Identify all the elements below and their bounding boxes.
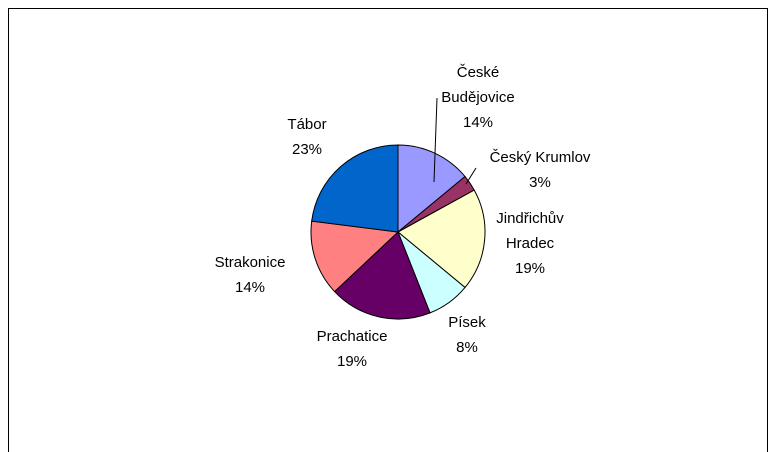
slice-label: Tábor 23% (267, 112, 347, 162)
category-label: Tábor (287, 116, 327, 133)
slice-label: Prachatice 19% (302, 324, 402, 374)
leader-line (465, 167, 477, 185)
category-label: Strakonice (214, 254, 286, 271)
category-label: České Budějovice (441, 64, 515, 106)
slice-label: Český Krumlov 3% (470, 145, 610, 195)
category-label: Písek (448, 314, 486, 331)
pie (310, 144, 486, 320)
chart-border (8, 8, 768, 452)
pie-slice (311, 144, 399, 233)
value-label: 8% (456, 339, 478, 356)
leader-line (433, 97, 438, 183)
pie-slice (310, 220, 400, 293)
slice-label: Písek 8% (427, 310, 507, 360)
value-label: 14% (462, 114, 494, 131)
value-label: 19% (514, 260, 546, 277)
value-label: 23% (291, 141, 323, 158)
value-label: 14% (234, 279, 266, 296)
pie-slice (397, 189, 486, 289)
slice-label: Jindřichův Hradec 19% (485, 206, 575, 281)
category-label: Český Krumlov (489, 149, 591, 166)
slice-label: České Budějovice 14% (433, 60, 523, 135)
category-label: Jindřichův Hradec (496, 210, 564, 252)
category-label: Prachatice (316, 328, 388, 345)
slice-label: Strakonice 14% (200, 250, 300, 300)
value-label: 19% (336, 353, 368, 370)
pie-slice (333, 231, 431, 320)
value-label: 3% (529, 174, 551, 191)
